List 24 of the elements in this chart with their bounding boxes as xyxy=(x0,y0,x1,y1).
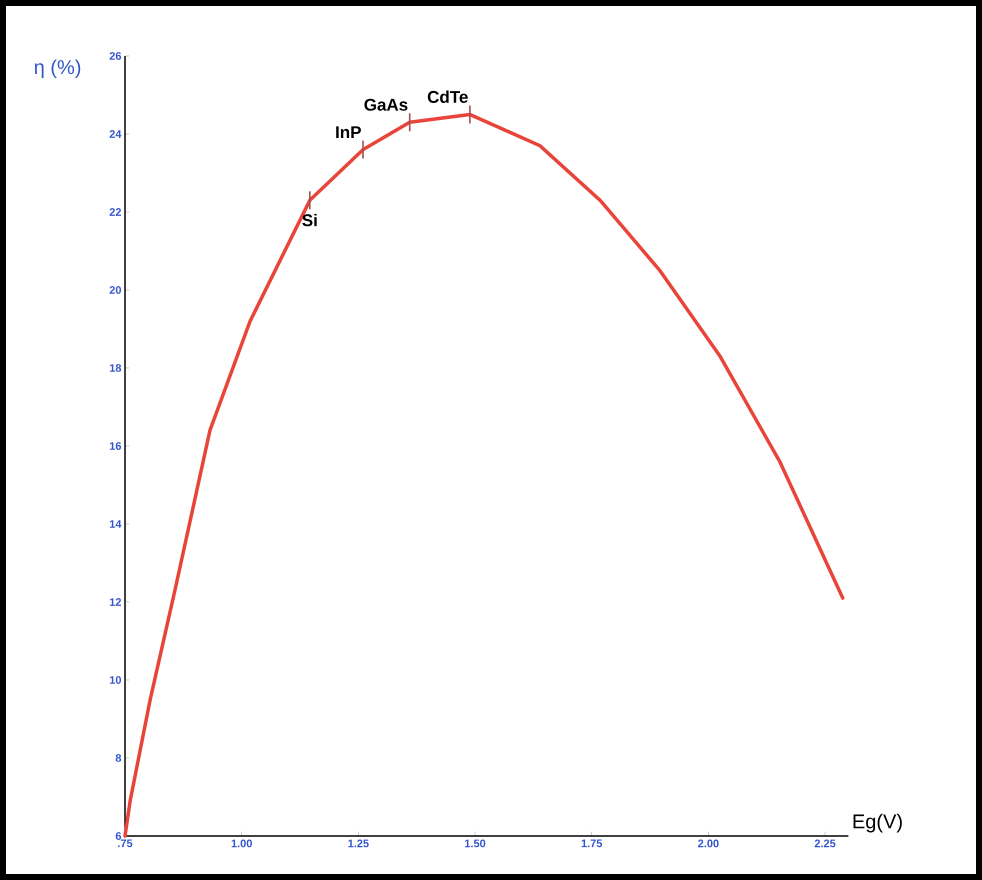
x-tick-label: 2.00 xyxy=(698,840,719,848)
y-tick-label: 14 xyxy=(110,520,122,528)
y-tick-label: 24 xyxy=(110,130,122,138)
x-tick-label: 2.25 xyxy=(814,840,836,848)
y-tick-label: 6 xyxy=(116,832,122,840)
y-axis-title: η (%) xyxy=(34,60,80,78)
annotation: Si xyxy=(302,214,317,226)
x-tick-label: 1.75 xyxy=(582,840,602,848)
y-tick-label: 18 xyxy=(110,364,122,372)
x-tick-label: 1.00 xyxy=(232,840,252,848)
y-tick-label: 8 xyxy=(116,754,122,762)
y-tick-label: 20 xyxy=(110,286,122,294)
annotation: GaAs xyxy=(364,98,408,111)
y-tick-label: 12 xyxy=(110,598,122,606)
x-tick-label: .75 xyxy=(118,840,132,848)
y-tick-label: 16 xyxy=(110,442,122,450)
x-tick-label: 1.50 xyxy=(465,840,486,848)
y-tick-label: 26 xyxy=(110,52,122,60)
y-tick-label: 10 xyxy=(110,676,122,684)
annotation: InP xyxy=(336,126,361,138)
x-axis-title: Eg(V) xyxy=(854,814,902,832)
x-tick-label: 1.25 xyxy=(348,840,369,848)
y-tick-label: 22 xyxy=(110,208,122,216)
annotation: CdTe xyxy=(428,90,468,103)
